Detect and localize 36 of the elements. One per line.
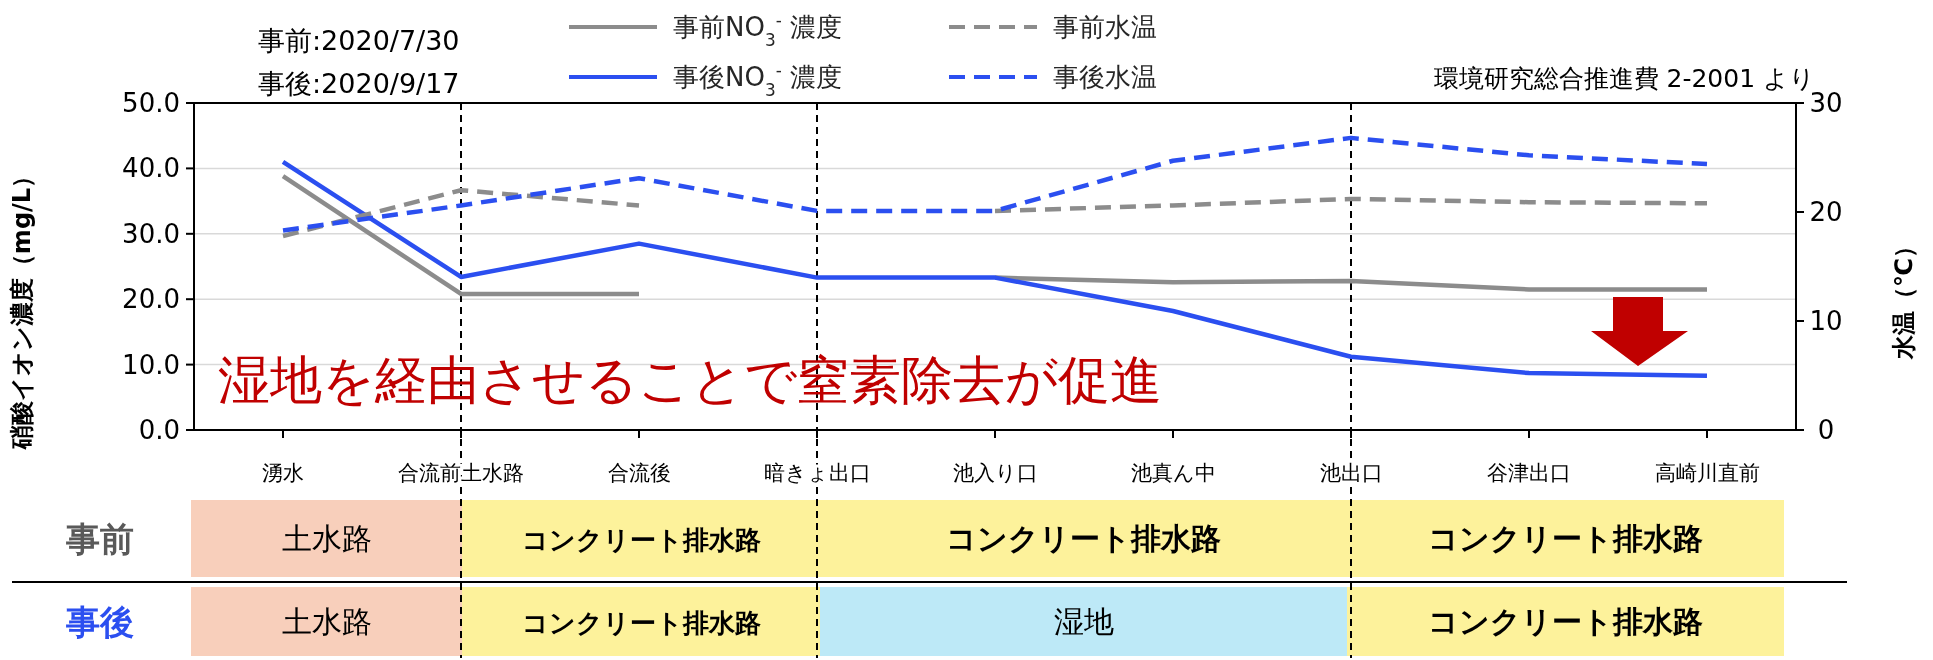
y-tick-label: 40.0 xyxy=(122,153,180,184)
y2-tick-label: 0 xyxy=(1817,415,1835,445)
legend-label: 事前水温 xyxy=(1053,12,1157,42)
y2-tick-label: 20 xyxy=(1809,197,1843,227)
legend-label: 事前NO$_{3}$$^{-}$ 濃度 xyxy=(673,10,843,50)
y-tick-label: 10.0 xyxy=(122,349,180,380)
y-tick-label: 20.0 xyxy=(122,284,180,315)
text: 事前 xyxy=(65,518,134,559)
y-tick-label: 0.0 xyxy=(138,415,180,445)
x-tick-label: 池真ん中 xyxy=(1130,461,1216,485)
y-axis-title: 硝酸イオン濃度（mg/L） xyxy=(8,163,36,451)
text: 湿地 xyxy=(1053,603,1114,639)
x-tick-label: 合流後 xyxy=(607,461,671,485)
legend-label: 事後水温 xyxy=(1053,62,1157,92)
y-tick-label: 30.0 xyxy=(122,218,180,249)
x-tick-label: 湧水 xyxy=(262,461,304,485)
text: 土水路 xyxy=(281,520,372,556)
text: 事後 xyxy=(65,601,134,642)
x-tick-label: 谷津出口 xyxy=(1487,461,1571,485)
text: コンクリート排水路 xyxy=(521,524,761,555)
legend-label: 事後NO$_{3}$$^{-}$ 濃度 xyxy=(673,60,843,100)
x-tick-label: 合流前土水路 xyxy=(398,461,524,485)
text: コンクリート排水路 xyxy=(946,520,1221,556)
text: 事後:2020/9/17 xyxy=(258,68,460,99)
x-tick-label: 高崎川直前 xyxy=(1654,461,1760,485)
y-tick-label: 50.0 xyxy=(122,88,180,118)
x-tick-label: 池入り口 xyxy=(952,461,1038,485)
y2-tick-label: 10 xyxy=(1809,306,1843,336)
y2-axis-title: 水温（℃） xyxy=(1890,233,1918,361)
text: コンクリート排水路 xyxy=(521,607,761,638)
text: コンクリート排水路 xyxy=(1428,603,1703,639)
annotation: 湿地を経由させることで窒素除去が促進 xyxy=(218,350,1162,410)
x-tick-label: 暗きょ出口 xyxy=(763,461,871,485)
text: 事前:2020/7/30 xyxy=(258,25,460,56)
text: コンクリート排水路 xyxy=(1428,520,1703,556)
text: 土水路 xyxy=(281,603,372,639)
